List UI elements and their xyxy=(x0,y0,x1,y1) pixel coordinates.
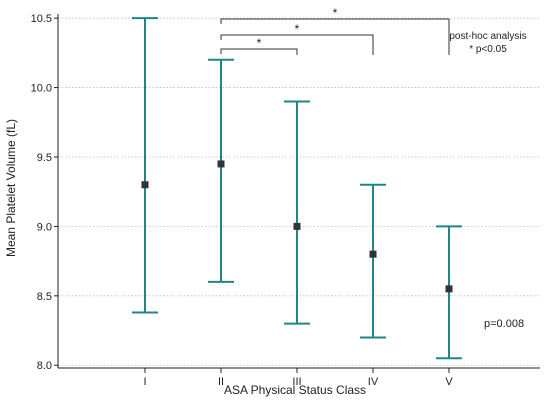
mean-marker xyxy=(369,250,377,258)
x-tick-label: V xyxy=(445,376,453,388)
significance-star: * xyxy=(333,6,338,20)
error-bars xyxy=(132,17,462,360)
y-tick-label: 9.5 xyxy=(37,152,52,164)
x-tick-label: II xyxy=(218,376,224,388)
y-axis-title: Mean Platelet Volume (fL) xyxy=(4,119,18,257)
y-tick-label: 10.5 xyxy=(31,13,52,25)
mean-marker xyxy=(293,222,301,230)
p-value-annotation: p=0.008 xyxy=(484,318,524,330)
y-tick-label: 8.5 xyxy=(37,291,52,303)
posthoc-title: post-hoc analysis xyxy=(449,31,526,42)
mean-marker xyxy=(217,160,225,168)
x-tick-label: III xyxy=(292,376,301,388)
x-ticks: I II III IV V xyxy=(143,368,453,388)
significance-brackets: * * * xyxy=(220,6,450,55)
significance-bracket xyxy=(220,18,450,55)
posthoc-note: * p<0.05 xyxy=(469,44,507,55)
mean-marker xyxy=(141,181,149,189)
gridlines xyxy=(58,17,540,366)
x-tick-label: I xyxy=(143,376,146,388)
mean-marker xyxy=(445,285,453,293)
y-tick-label: 9.0 xyxy=(37,221,52,233)
x-axis-title: ASA Physical Status Class xyxy=(224,383,366,397)
significance-star: * xyxy=(257,36,262,50)
significance-star: * xyxy=(295,22,300,36)
significance-bracket xyxy=(220,34,374,55)
y-tick-label: 10.0 xyxy=(31,83,52,95)
y-ticks: 8.0 8.5 9.0 9.5 10.0 10.5 xyxy=(31,13,58,372)
x-tick-label: IV xyxy=(368,376,379,388)
axes xyxy=(57,14,540,369)
significance-bracket xyxy=(220,48,298,55)
y-tick-label: 8.0 xyxy=(37,360,52,372)
